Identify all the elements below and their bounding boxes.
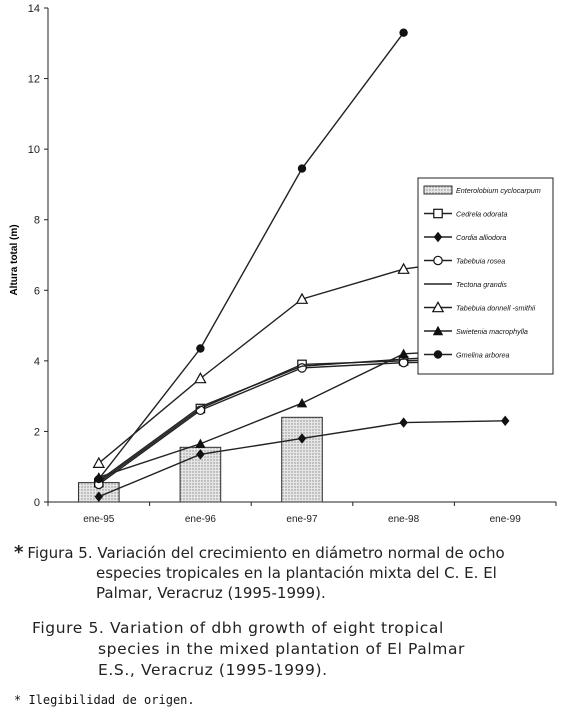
y-tick-label: 6 xyxy=(34,285,40,297)
line-chart: 0 2 4 6 8 10 12 14 ene-95 ene-96 ene-97 ene-98 ene-9… xyxy=(9,3,557,525)
data-point xyxy=(501,415,510,427)
data-point xyxy=(433,255,443,266)
caption-star: * xyxy=(14,542,24,563)
y-tick-label: 0 xyxy=(34,497,40,509)
data-point xyxy=(94,474,104,484)
data-point xyxy=(92,456,106,468)
data-point xyxy=(433,208,443,219)
y-tick-label: 8 xyxy=(34,215,40,227)
caption-spanish: * Figura 5. Variación del crecimiento en … xyxy=(14,543,514,603)
data-point xyxy=(399,417,408,428)
data-point xyxy=(399,28,408,37)
x-tick-label: ene-97 xyxy=(286,514,318,525)
data-point xyxy=(433,350,443,359)
data-point xyxy=(195,438,206,448)
data-point xyxy=(194,372,207,384)
data-point xyxy=(433,231,443,243)
data-point xyxy=(431,301,445,313)
legend-label: Enterolobium cyclocarpum xyxy=(456,186,541,195)
data-point xyxy=(297,433,307,444)
y-tick-label: 12 xyxy=(28,74,40,86)
data-point xyxy=(297,164,307,173)
legend-box xyxy=(417,177,554,375)
caption-es-line1: Figura 5. Variación del crecimiento en d… xyxy=(27,544,505,562)
bar xyxy=(281,416,323,503)
caption-en-line2: species in the mixed plantation of El Pa… xyxy=(98,640,466,658)
legend-label: Swietenia macrophylla xyxy=(456,327,528,336)
legend-label: Cedrela odorata xyxy=(456,210,508,219)
legend-label: Tabebuia rosea xyxy=(456,257,505,266)
data-point xyxy=(398,348,409,358)
series-cordia-alliodora xyxy=(94,415,510,502)
data-point xyxy=(196,449,205,460)
x-tick-label: ene-96 xyxy=(185,514,217,525)
caption-es-line2: especies tropicales en la plantación mix… xyxy=(96,564,497,582)
data-point xyxy=(196,344,205,353)
footnote: * Ilegibilidad de origen. xyxy=(14,693,195,707)
y-tick-label: 14 xyxy=(28,3,40,15)
data-point xyxy=(94,491,103,502)
legend-label: Tabebuia donnell -smithii xyxy=(456,304,536,313)
legend-swatch xyxy=(423,185,453,195)
legend: Enterolobium cyclocarpum Cedrela odorata C… xyxy=(417,177,554,375)
caption-es-line3: Palmar, Veracruz (1995-1999). xyxy=(96,584,326,602)
caption-en-line1: Figure 5. Variation of dbh growth of eig… xyxy=(32,619,444,637)
y-axis-label: Altura total (m) xyxy=(9,224,20,295)
data-point xyxy=(432,325,444,336)
x-tick-label: ene-98 xyxy=(388,514,420,525)
legend-label: Gmelina arborea xyxy=(456,351,510,360)
y-tick-label: 4 xyxy=(34,356,40,368)
legend-label: Cordia alliodora xyxy=(456,233,506,242)
x-tick-label: ene-95 xyxy=(83,514,115,525)
data-point xyxy=(397,262,410,274)
axes: 0 2 4 6 8 10 12 14 ene-95 ene-96 ene-97 ene-98 ene-9… xyxy=(28,3,557,525)
series-gmelina-arborea xyxy=(94,28,408,484)
legend-label: Tectona grandis xyxy=(456,280,507,289)
y-tick-label: 10 xyxy=(28,144,40,156)
x-tick-label: ene-99 xyxy=(490,514,522,525)
series-line xyxy=(98,32,405,480)
y-tick-label: 2 xyxy=(34,426,40,438)
data-point xyxy=(295,292,309,304)
caption-en-line3: E.S., Veracruz (1995-1999). xyxy=(98,661,328,679)
caption-english: Figure 5. Variation of dbh growth of eig… xyxy=(32,618,502,681)
data-point xyxy=(296,398,308,408)
